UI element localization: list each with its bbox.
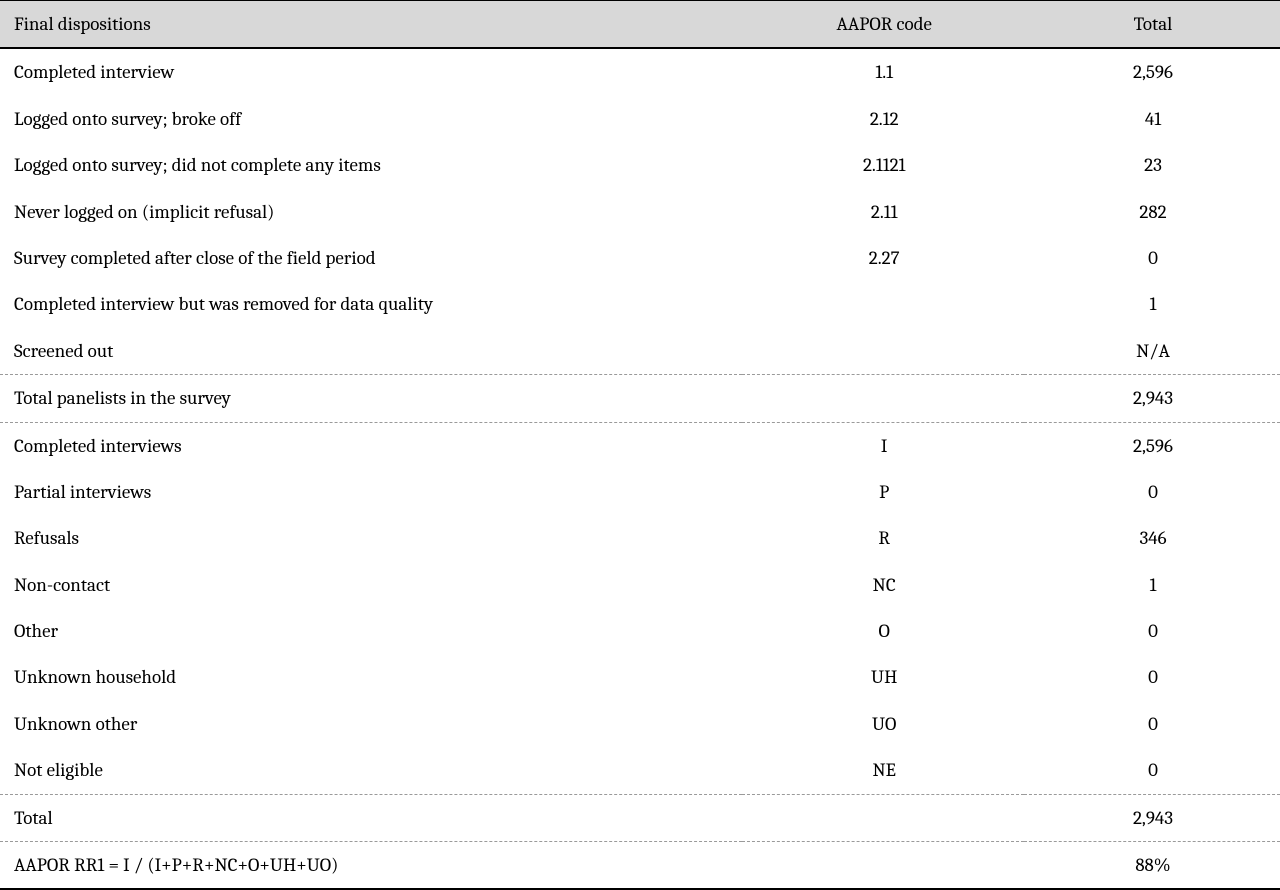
table-row: RefusalsR346 xyxy=(0,515,1280,561)
table-row: Completed interview but was removed for … xyxy=(0,281,1280,327)
table-row: Logged onto survey; did not complete any… xyxy=(0,142,1280,188)
cell-code xyxy=(742,328,1024,375)
cell-total: 0 xyxy=(1024,469,1280,515)
col-header-dispositions: Final dispositions xyxy=(0,1,742,49)
cell-total: 1 xyxy=(1024,281,1280,327)
cell-total: 23 xyxy=(1024,142,1280,188)
cell-label: Logged onto survey; broke off xyxy=(0,96,742,142)
table-header-row: Final dispositions AAPOR code Total xyxy=(0,1,1280,49)
table-row: Unknown otherUO0 xyxy=(0,701,1280,747)
cell-code: R xyxy=(742,515,1024,561)
table-row: Total 2,943 xyxy=(0,794,1280,841)
table-row: Completed interview1.12,596 xyxy=(0,48,1280,95)
cell-code: P xyxy=(742,469,1024,515)
cell-label: AAPOR RR1 = I / (I+P+R+NC+O+UH+UO) xyxy=(0,842,742,890)
cell-label: Screened out xyxy=(0,328,742,375)
table-row: Screened out N/A xyxy=(0,328,1280,375)
cell-code: O xyxy=(742,608,1024,654)
cell-label: Completed interview xyxy=(0,48,742,95)
cell-total: 2,943 xyxy=(1024,375,1280,422)
cell-total: N/A xyxy=(1024,328,1280,375)
cell-code: 1.1 xyxy=(742,48,1024,95)
cell-label: Completed interviews xyxy=(0,422,742,469)
cell-code: UH xyxy=(742,654,1024,700)
cell-label: Survey completed after close of the fiel… xyxy=(0,235,742,281)
cell-total: 41 xyxy=(1024,96,1280,142)
cell-code: I xyxy=(742,422,1024,469)
table-row: Not eligibleNE0 xyxy=(0,747,1280,794)
cell-code: UO xyxy=(742,701,1024,747)
table-row: Logged onto survey; broke off2.1241 xyxy=(0,96,1280,142)
cell-code: 2.1121 xyxy=(742,142,1024,188)
cell-label: Never logged on (implicit refusal) xyxy=(0,189,742,235)
cell-code xyxy=(742,375,1024,422)
cell-label: Unknown other xyxy=(0,701,742,747)
cell-total: 282 xyxy=(1024,189,1280,235)
dispositions-table: Final dispositions AAPOR code Total Comp… xyxy=(0,0,1280,890)
cell-code xyxy=(742,842,1024,890)
cell-label: Other xyxy=(0,608,742,654)
table-row: Unknown householdUH0 xyxy=(0,654,1280,700)
table-row: OtherO0 xyxy=(0,608,1280,654)
cell-total: 0 xyxy=(1024,747,1280,794)
cell-label: Non-contact xyxy=(0,562,742,608)
table-body: Completed interview1.12,596Logged onto s… xyxy=(0,48,1280,889)
cell-total: 1 xyxy=(1024,562,1280,608)
cell-total: 0 xyxy=(1024,608,1280,654)
col-header-total: Total xyxy=(1024,1,1280,49)
cell-code xyxy=(742,281,1024,327)
cell-code xyxy=(742,794,1024,841)
cell-code: 2.27 xyxy=(742,235,1024,281)
table-row: Non-contactNC1 xyxy=(0,562,1280,608)
cell-label: Not eligible xyxy=(0,747,742,794)
cell-code: NE xyxy=(742,747,1024,794)
cell-code: NC xyxy=(742,562,1024,608)
cell-total: 0 xyxy=(1024,654,1280,700)
col-header-aapor-code: AAPOR code xyxy=(742,1,1024,49)
cell-code: 2.11 xyxy=(742,189,1024,235)
cell-label: Logged onto survey; did not complete any… xyxy=(0,142,742,188)
table-row: Total panelists in the survey 2,943 xyxy=(0,375,1280,422)
cell-code: 2.12 xyxy=(742,96,1024,142)
cell-total: 2,943 xyxy=(1024,794,1280,841)
cell-label: Partial interviews xyxy=(0,469,742,515)
table-row: Partial interviewsP0 xyxy=(0,469,1280,515)
dispositions-table-container: Final dispositions AAPOR code Total Comp… xyxy=(0,0,1280,890)
cell-total: 88% xyxy=(1024,842,1280,890)
cell-label: Total xyxy=(0,794,742,841)
cell-label: Unknown household xyxy=(0,654,742,700)
cell-label: Refusals xyxy=(0,515,742,561)
table-row: AAPOR RR1 = I / (I+P+R+NC+O+UH+UO) 88% xyxy=(0,842,1280,890)
table-row: Completed interviewsI2,596 xyxy=(0,422,1280,469)
cell-total: 346 xyxy=(1024,515,1280,561)
cell-total: 0 xyxy=(1024,701,1280,747)
cell-label: Total panelists in the survey xyxy=(0,375,742,422)
cell-label: Completed interview but was removed for … xyxy=(0,281,742,327)
table-row: Never logged on (implicit refusal)2.1128… xyxy=(0,189,1280,235)
cell-total: 2,596 xyxy=(1024,48,1280,95)
table-row: Survey completed after close of the fiel… xyxy=(0,235,1280,281)
cell-total: 2,596 xyxy=(1024,422,1280,469)
cell-total: 0 xyxy=(1024,235,1280,281)
